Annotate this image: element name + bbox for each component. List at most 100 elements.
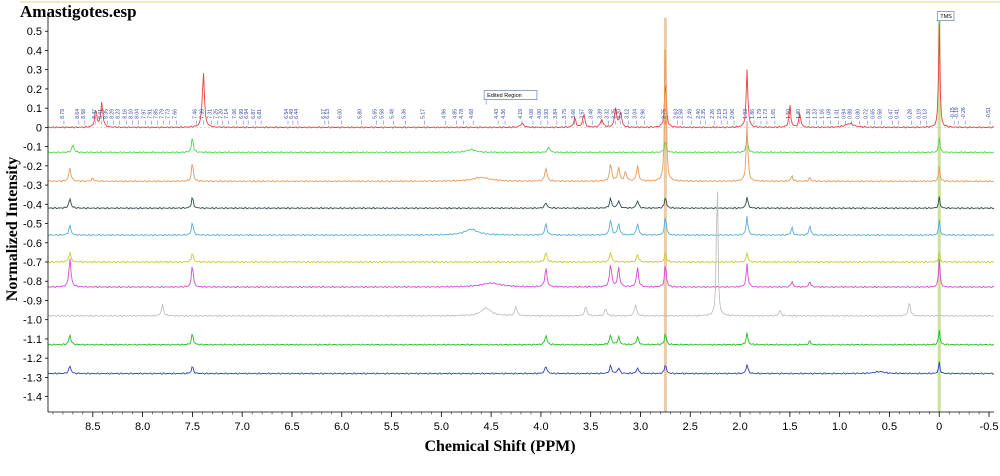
peak-label: 4.00: [537, 109, 543, 119]
y-tick-label: -0.5: [23, 219, 42, 231]
peak-label: 7.91: [148, 109, 154, 119]
peak-label: 0.19: [916, 109, 922, 119]
y-tick-label: 0.4: [27, 45, 42, 57]
peak-label: 2.06: [730, 109, 736, 119]
peak-label: 5.48: [390, 109, 396, 119]
peak-label: 3.75: [562, 109, 568, 119]
grid: [20, 1, 1000, 128]
peak-label: 8.35: [104, 109, 110, 119]
peak-label: 2.35: [701, 109, 707, 119]
peak-label: 0.88: [848, 109, 854, 119]
peak-label: 8.79: [60, 109, 66, 119]
y-tick-label: 0.2: [27, 84, 42, 96]
peak-label: 7.14: [224, 109, 230, 119]
peak-label: 2.49: [687, 109, 693, 119]
x-tick-label: 2.0: [732, 421, 747, 433]
peak-label: 0.41: [894, 109, 900, 119]
peak-label: 7.39: [199, 109, 205, 119]
x-tick-label: 4.5: [483, 421, 498, 433]
y-tick-label: -0.8: [23, 276, 42, 288]
peak-label: 2.13: [723, 109, 729, 119]
peak-label: 5.80: [358, 109, 364, 119]
peak-label: 7.25: [213, 109, 219, 119]
peak-label: 3.93: [544, 109, 550, 119]
peak-label: 1.23: [813, 109, 819, 119]
peak-label: 4.78: [459, 109, 465, 119]
peak-label: 2.40: [696, 109, 702, 119]
peak-label: 4.68: [469, 109, 475, 119]
x-tick-label: 3.0: [633, 421, 648, 433]
peak-label: 1.40: [796, 109, 802, 119]
x-tick-label: 1.0: [832, 421, 847, 433]
spectrum-series-8: [47, 330, 995, 346]
spectrum-series-4: [47, 215, 995, 237]
y-tick-label: -0.6: [23, 238, 42, 250]
axes: 0.5 0.4 0.3 0.2 0.1 0 -0.1 -0.2 -0.3 -0.4 -0.5 -0.6…: [23, 12, 999, 433]
peak-label: 3.32: [605, 109, 611, 119]
y-tick-label: -0.2: [23, 161, 42, 173]
x-tick-label: 8.5: [85, 421, 100, 433]
peak-label: 7.06: [232, 109, 238, 119]
y-tick-label: 0.5: [27, 26, 42, 38]
peak-label: 7.85: [154, 109, 160, 119]
annotation-text: Edited Region: [487, 93, 522, 99]
peak-label: 3.04: [633, 109, 639, 119]
peak-label: 8.10: [129, 109, 135, 119]
peak-label: 2.26: [710, 109, 716, 119]
peak-label: 3.66: [571, 109, 577, 119]
peak-label: 7.97: [142, 109, 148, 119]
peak-label: 3.39: [598, 109, 604, 119]
peak-label: 0.80: [856, 109, 862, 119]
peak-label: -0.26: [961, 107, 967, 119]
peak-label: 1.86: [750, 109, 756, 119]
peak-label: 0.65: [871, 109, 877, 119]
x-tick-label: 7.5: [185, 421, 200, 433]
peak-label: -0.51: [986, 107, 992, 119]
peak-labels: 8.79 8.64 8.58 8.47 8.41 8.35 8.29 8.23 8.16 8.10…: [60, 107, 992, 125]
peak-label: 4.43: [494, 109, 500, 119]
peak-label: 4.19: [518, 109, 524, 119]
peak-label: 1.79: [757, 109, 763, 119]
spectrum-series-3: [47, 196, 995, 210]
y-tick-label: -1.2: [23, 353, 42, 365]
y-tick-label: -1.1: [23, 334, 42, 346]
x-tick-label: 6.0: [334, 421, 349, 433]
peak-label: 4.08: [529, 109, 535, 119]
highlight-band-0: [663, 17, 667, 413]
peak-label: 4.36: [501, 109, 507, 119]
peak-label: 5.58: [380, 109, 386, 119]
peak-label: -0.15: [950, 107, 956, 119]
peak-label: 6.87: [251, 109, 257, 119]
y-tick-label: -0.4: [23, 199, 42, 211]
peak-label: 3.57: [580, 109, 586, 119]
peak-label: 3.12: [625, 109, 631, 119]
peak-label: 6.44: [294, 109, 300, 119]
y-tick-label: 0: [36, 122, 42, 134]
peak-label: 8.23: [116, 109, 122, 119]
peak-label: 3.25: [612, 109, 618, 119]
peak-label: 6.99: [239, 109, 245, 119]
peak-label: 3.20: [617, 109, 623, 119]
x-tick-label: 0.5: [882, 421, 897, 433]
peak-label: 2.58: [678, 109, 684, 119]
peak-label: 0.72: [864, 109, 870, 119]
y-tick-label: -0.9: [23, 295, 42, 307]
x-tick-label: -0.5: [980, 421, 999, 433]
peak-label: 4.96: [441, 109, 447, 119]
peak-label: 0.94: [842, 109, 848, 119]
y-tick-label: -1.4: [23, 392, 42, 404]
peak-label: 8.64: [75, 109, 81, 119]
highlight-bands: [663, 17, 941, 413]
x-tick-label: 5.0: [434, 421, 449, 433]
peak-label: 8.47: [92, 109, 98, 119]
peak-label: 7.46: [192, 109, 198, 119]
annotations: TMS Edited Region: [483, 11, 955, 105]
x-tick-label: 2.5: [683, 421, 698, 433]
annotation-box: [483, 90, 538, 100]
peak-label: 8.41: [98, 109, 104, 119]
peak-label: 6.94: [244, 109, 250, 119]
peak-label: 1.50: [786, 109, 792, 119]
spectrum-series-5: [47, 250, 994, 264]
peak-label: 8.29: [110, 109, 116, 119]
peak-label: 8.04: [135, 109, 141, 119]
